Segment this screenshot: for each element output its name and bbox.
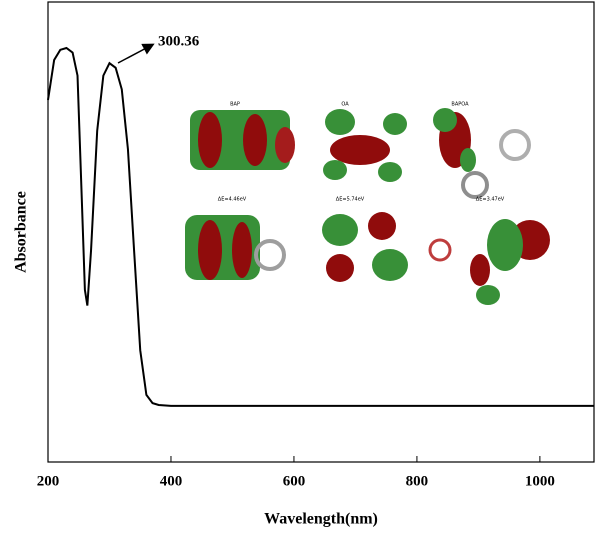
inset-label: ΔE=3.47eV (476, 197, 505, 203)
x-tick-label: 400 (160, 473, 183, 489)
inset-label: ΔE=4.46eV (218, 197, 247, 203)
x-tick-label: 600 (283, 473, 306, 489)
y-axis-label: Absorbance (13, 191, 30, 273)
inset-orbitals (185, 108, 550, 305)
x-tick-label: 1000 (525, 473, 555, 489)
x-tick-label: 800 (406, 473, 429, 489)
inset-label: OA (341, 102, 349, 108)
annotation-arrow (117, 43, 155, 64)
annotation: 300.36 (158, 33, 200, 49)
x-axis-label: Wavelength(nm) (264, 511, 378, 528)
plot-frame (47, 1, 595, 463)
x-tick-label: 200 (37, 473, 60, 489)
inset-label: BAPOA (451, 102, 469, 108)
spectrum-line (47, 46, 594, 407)
inset-label: ΔE=5.74eV (336, 197, 365, 203)
inset-label: BAP (230, 102, 240, 108)
